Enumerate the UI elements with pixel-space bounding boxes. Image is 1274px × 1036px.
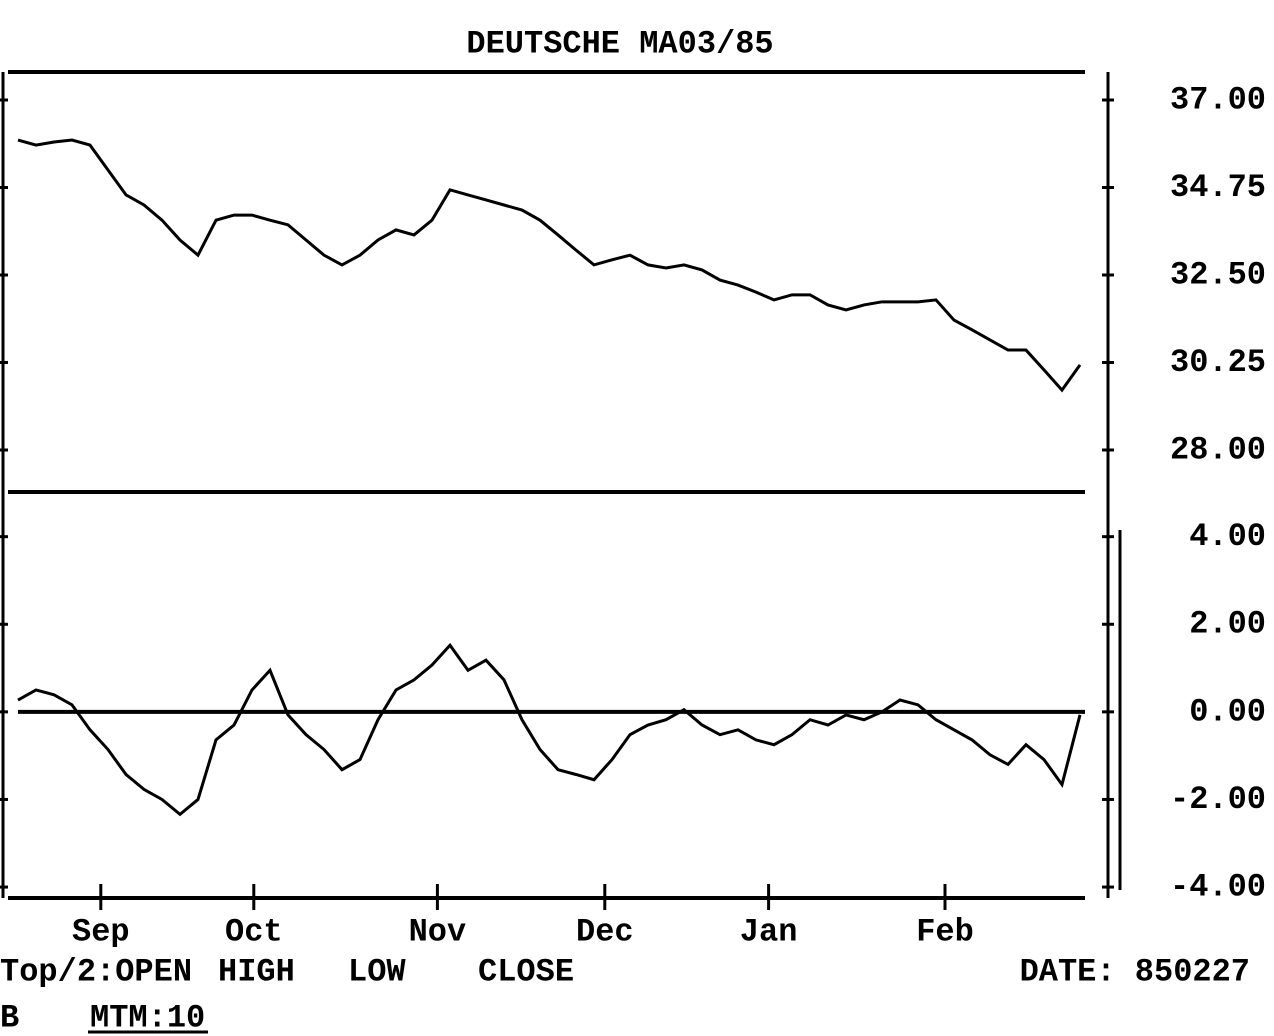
x-tick-label: Feb <box>916 913 974 950</box>
indicator-label: MTM:10 <box>90 999 205 1036</box>
y-tick-label: 37.00 <box>1170 81 1266 118</box>
y-tick-label: -2.00 <box>1170 781 1266 818</box>
y-tick-label: 4.00 <box>1189 518 1266 555</box>
series-line <box>17 642 1082 817</box>
x-tick-label: Sep <box>72 913 130 950</box>
y-tick-label: 30.25 <box>1170 344 1266 381</box>
footer-label: B <box>0 999 19 1036</box>
y-tick-label: -4.00 <box>1170 869 1266 906</box>
x-tick-label: Oct <box>225 913 283 950</box>
y-tick-label: 2.00 <box>1189 606 1266 643</box>
footer-label: CLOSE <box>478 953 574 990</box>
footer-label: Top/2:OPEN <box>0 953 192 990</box>
x-tick-label: Nov <box>409 913 467 950</box>
y-tick-label: 0.00 <box>1189 693 1266 730</box>
x-tick-label: Dec <box>576 913 634 950</box>
y-tick-label: 32.50 <box>1170 256 1266 293</box>
footer-label: HIGH <box>218 953 295 990</box>
chart-title: DEUTSCHE MA03/85 <box>466 25 773 62</box>
y-tick-label: 28.00 <box>1170 431 1266 468</box>
y-tick-label: 34.75 <box>1170 169 1266 206</box>
x-tick-label: Jan <box>740 913 798 950</box>
series-line <box>17 138 1082 393</box>
footer-date: DATE: 850227 <box>1020 953 1250 990</box>
footer-label: LOW <box>348 953 406 990</box>
